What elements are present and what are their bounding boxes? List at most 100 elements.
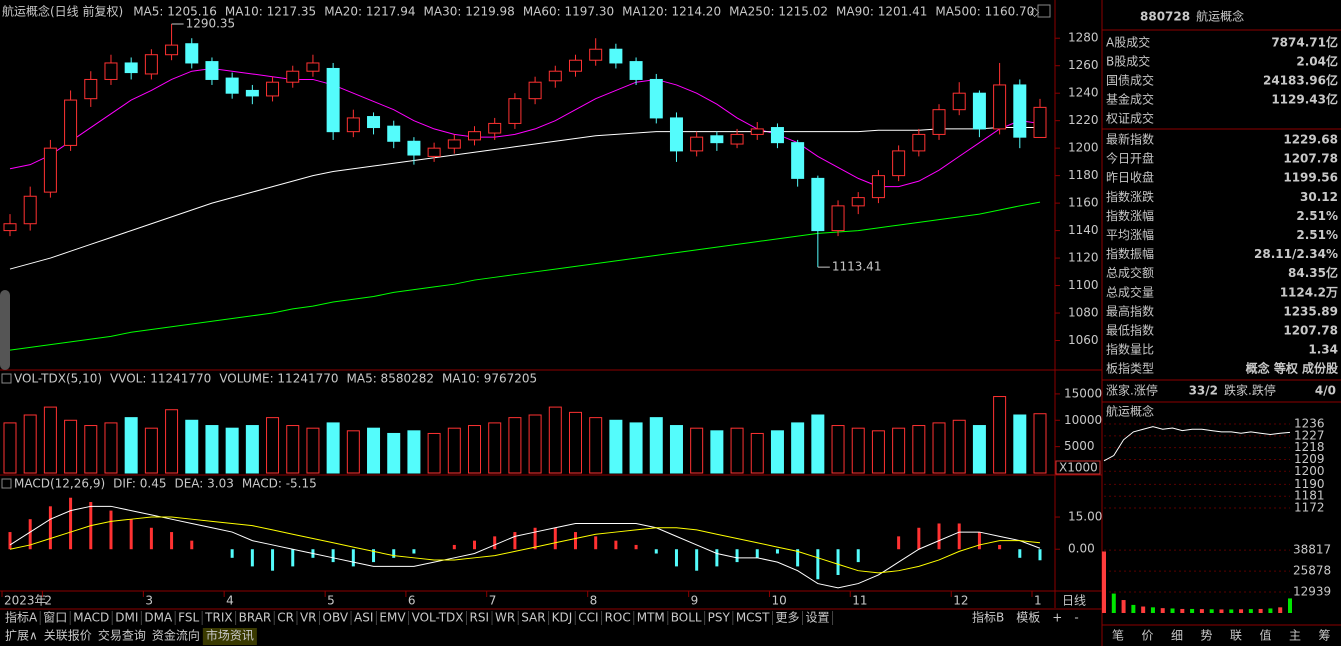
indicator-tab[interactable]: - <box>1074 611 1078 625</box>
indicator-tab[interactable]: TRIX <box>204 611 232 625</box>
indicator-tab[interactable]: 模板 <box>1016 611 1040 625</box>
macd-bar <box>412 549 416 554</box>
indicator-tab[interactable]: EMV <box>379 611 406 625</box>
macd-bar <box>271 549 275 571</box>
indicator-tab[interactable]: BRAR <box>239 611 272 625</box>
indicator-tab[interactable]: FSL <box>178 611 199 625</box>
indicator-tab[interactable]: DMI <box>115 611 138 625</box>
y-tick-label: 1120 <box>1068 251 1099 265</box>
indicator-tab[interactable]: MACD <box>73 611 109 625</box>
candle-body <box>912 133 926 152</box>
volume-bar <box>730 427 744 474</box>
side-tab[interactable]: 筹 <box>1318 629 1330 643</box>
candle-body <box>589 48 603 61</box>
indicator-tab[interactable]: 更多 <box>776 611 800 625</box>
bottom-link[interactable]: 资金流向 <box>152 628 200 643</box>
indicator-tab[interactable]: VR <box>300 611 317 625</box>
info-label: 总成交量 <box>1106 284 1154 299</box>
info-value: 1.34 <box>1308 343 1338 357</box>
candle-body <box>972 92 986 130</box>
indicator-tab[interactable]: SAR <box>521 611 545 625</box>
volume-bar <box>589 417 603 474</box>
indicator-tab[interactable]: PSY <box>708 611 731 625</box>
side-handle[interactable] <box>0 290 10 370</box>
indicator-tab[interactable]: 窗口 <box>43 611 67 625</box>
collapse-box[interactable] <box>1 478 12 489</box>
indicator-tab[interactable]: DMA <box>144 611 173 625</box>
candle-body <box>669 117 683 152</box>
indicator-tab[interactable]: CCI <box>578 611 598 625</box>
volume-bar <box>892 427 906 474</box>
side-tab[interactable]: 值 <box>1259 628 1271 643</box>
candle-body <box>427 147 441 157</box>
y-tick-label: 25878 <box>1293 564 1331 578</box>
candle-body <box>3 223 17 232</box>
side-tab[interactable]: 势 <box>1200 629 1212 643</box>
candle-body <box>952 92 966 111</box>
x-tick-label: 2023年 <box>4 594 47 608</box>
indicator-tab[interactable]: MCST <box>736 611 770 625</box>
side-tab[interactable]: 笔 <box>1112 628 1124 643</box>
indicator-tab[interactable]: OBV <box>323 611 349 625</box>
volume-bar <box>690 427 704 474</box>
bottom-link[interactable]: 扩展∧ <box>5 629 38 643</box>
info-value: 1129.43亿 <box>1271 92 1338 107</box>
y-tick-label: 1209 <box>1294 452 1325 466</box>
bottom-link[interactable]: 市场资讯 <box>206 628 254 643</box>
indicator-tab[interactable]: 指标B <box>972 610 1004 625</box>
indicator-tab[interactable]: VOL-TDX <box>412 611 464 625</box>
side-tab[interactable]: 细 <box>1171 629 1183 643</box>
mini-volume-bar <box>1111 593 1116 613</box>
info-value: 1124.2万 <box>1280 285 1338 299</box>
candle-body <box>811 177 825 232</box>
indicator-tab[interactable]: 设置 <box>806 611 830 625</box>
indicator-tab[interactable]: ROC <box>605 611 631 625</box>
candle-body <box>387 125 401 142</box>
y-tick-label: 1220 <box>1068 113 1099 127</box>
indicator-tab[interactable]: MTM <box>637 611 665 625</box>
indicator-tab[interactable]: BOLL <box>671 611 702 625</box>
x-tick-label: 3 <box>145 594 153 608</box>
indicator-tab[interactable]: CR <box>277 611 294 625</box>
indicator-tab[interactable]: KDJ <box>552 611 573 625</box>
candle-body <box>690 136 704 152</box>
mini-volume-bar <box>1239 609 1244 613</box>
info-label: B股成交 <box>1106 54 1150 69</box>
candle-body <box>205 61 219 80</box>
macd-bar <box>48 506 52 550</box>
ma-line <box>9 201 1041 351</box>
macd-bar <box>190 540 194 550</box>
macd-bar <box>816 549 820 580</box>
window-button[interactable] <box>1037 4 1051 18</box>
mini-volume-bar <box>1199 609 1204 613</box>
macd-bar <box>897 536 901 550</box>
indicator-tab[interactable]: WR <box>495 611 515 625</box>
macd-bar <box>351 549 355 567</box>
candle-body <box>871 175 885 199</box>
volume-bar <box>508 417 522 474</box>
volume-bar <box>528 414 542 474</box>
collapse-box[interactable] <box>1 373 12 384</box>
volume-bar <box>124 417 138 474</box>
window-button[interactable]: ◇ <box>1030 5 1040 19</box>
info-label: 指数振幅 <box>1106 246 1154 261</box>
candle-body <box>568 59 582 72</box>
legend-item: MA5: 8580282 <box>347 372 435 386</box>
macd-bar <box>392 549 396 558</box>
volume-bar <box>225 427 239 474</box>
y-tick-label: 38817 <box>1293 543 1331 557</box>
side-tab[interactable]: 联 <box>1230 629 1242 643</box>
indicator-tab[interactable]: + <box>1052 611 1062 625</box>
breadth-value: 33/2 <box>1189 384 1218 398</box>
indicator-tab[interactable]: ASI <box>354 611 373 625</box>
indicator-tab[interactable]: RSI <box>470 611 490 625</box>
candle-body <box>1013 84 1027 138</box>
candle-body <box>791 142 805 179</box>
indicator-tab[interactable]: 指标A <box>5 610 38 625</box>
side-tab[interactable]: 价 <box>1141 629 1153 643</box>
side-tab[interactable]: 主 <box>1289 629 1301 643</box>
macd-bar <box>69 497 73 550</box>
x-tick-label: 11 <box>852 594 867 608</box>
bottom-link[interactable]: 关联报价 <box>44 628 92 643</box>
bottom-link[interactable]: 交易查询 <box>98 628 146 643</box>
